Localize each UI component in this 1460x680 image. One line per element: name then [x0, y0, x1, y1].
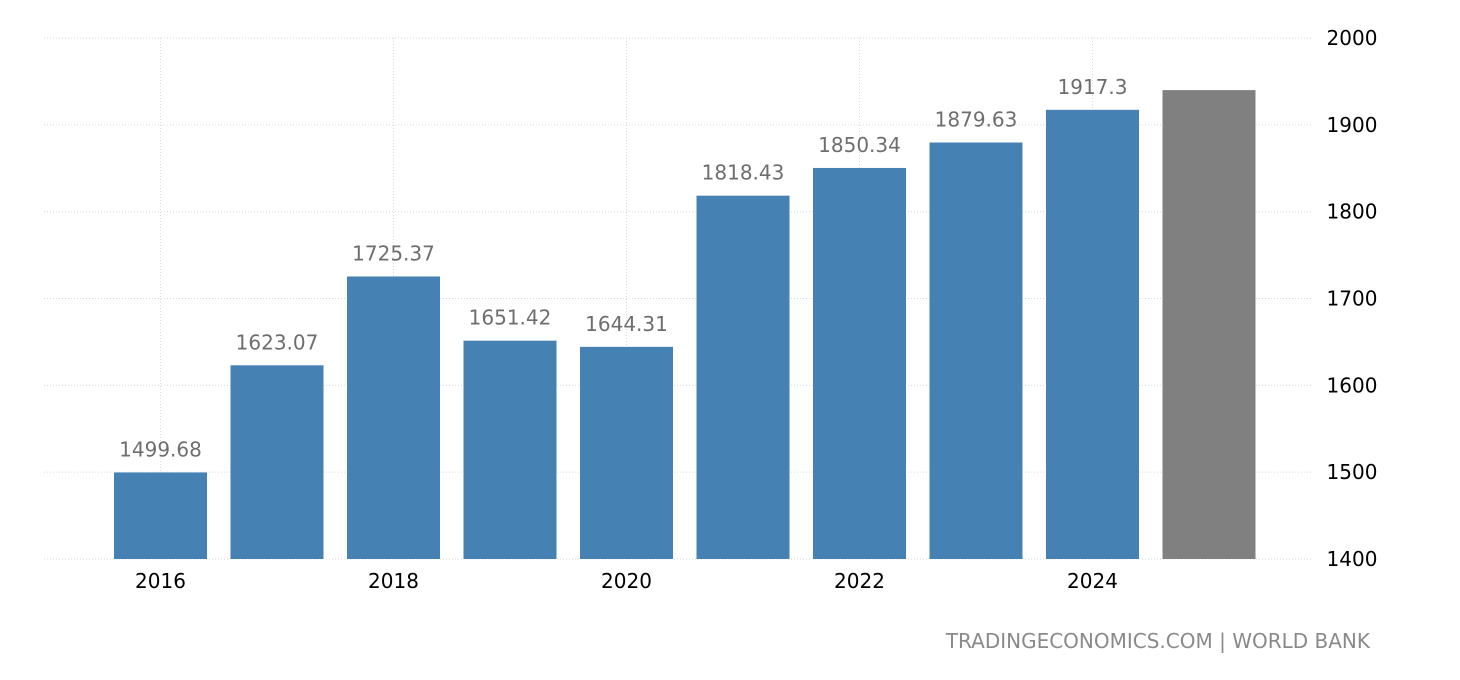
bar: [463, 340, 557, 559]
bar: [696, 195, 790, 560]
bar: [813, 167, 906, 559]
source-credit: TRADINGECONOMICS.COM | WORLD BANK: [945, 629, 1370, 653]
y-tick-label: 2000: [1327, 26, 1378, 50]
y-tick-label: 1900: [1327, 113, 1378, 137]
bar: [230, 365, 324, 559]
bar: [1046, 109, 1139, 560]
bar: [929, 142, 1023, 559]
data-label: 1917.3: [1058, 75, 1128, 99]
x-tick-label: 2024: [1067, 569, 1118, 593]
data-label: 1879.63: [935, 108, 1018, 132]
y-tick-label: 1400: [1327, 547, 1378, 571]
bar: [580, 346, 673, 559]
data-label: 1850.34: [818, 133, 901, 157]
y-tick-label: 1700: [1327, 287, 1378, 311]
y-tick-label: 1800: [1327, 200, 1378, 224]
data-label: 1644.31: [585, 312, 668, 336]
y-tick-label: 1600: [1327, 373, 1378, 397]
x-tick-label: 2016: [135, 569, 186, 593]
bar: [114, 472, 207, 559]
bar: [347, 276, 440, 559]
data-label: 1623.07: [236, 330, 319, 354]
data-label: 1725.37: [352, 241, 435, 265]
data-label: 1818.43: [702, 161, 785, 185]
x-tick-label: 2022: [834, 569, 885, 593]
forecast-bar: [1162, 90, 1256, 559]
data-label: 1651.42: [469, 306, 552, 330]
x-tick-label: 2020: [601, 569, 652, 593]
x-tick-label: 2018: [368, 569, 419, 593]
data-label: 1499.68: [119, 437, 202, 461]
y-tick-label: 1500: [1327, 460, 1378, 484]
